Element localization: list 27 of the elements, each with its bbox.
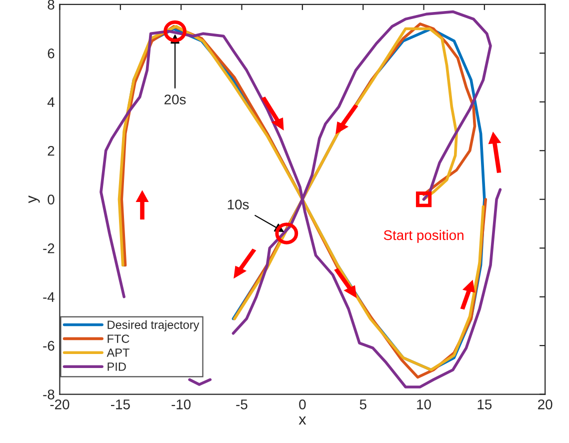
x-tick-label: -10 — [172, 400, 191, 410]
x-tick-label: 5 — [360, 400, 366, 410]
x-tick-label: 10 — [417, 400, 431, 410]
annotation: 10s — [228, 200, 249, 210]
x-tick-label: -20 — [50, 400, 70, 410]
y-tick-label: 4 — [47, 97, 54, 107]
annotation: 20s — [164, 94, 186, 104]
y-axis-title: y — [28, 196, 40, 204]
y-tick-label: -6 — [43, 340, 54, 351]
y-tick-label: 2 — [48, 146, 54, 156]
y-tick-label: 6 — [48, 48, 54, 58]
legend-label: PID — [108, 362, 126, 371]
x-tick-label: 15 — [478, 400, 492, 410]
y-tick-label: 0 — [48, 194, 54, 205]
legend-label: APT — [106, 348, 130, 357]
legend-label: FTC — [108, 334, 130, 343]
legend-label: Desired trajectory — [108, 320, 200, 332]
y-tick-label: -8 — [43, 390, 54, 400]
x-tick-label: 0 — [299, 400, 306, 410]
y-tick-label: -2 — [43, 243, 54, 254]
x-tick-label: -5 — [236, 400, 248, 410]
x-tick-label: -15 — [110, 400, 130, 410]
annotation: Start position — [384, 230, 464, 243]
y-tick-label: -4 — [43, 292, 54, 302]
x-axis-title: x — [298, 416, 306, 425]
x-tick-label: 20 — [538, 400, 552, 410]
y-tick-label: 8 — [48, 0, 54, 10]
